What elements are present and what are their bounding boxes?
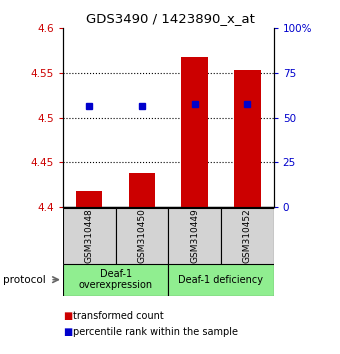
- Text: Deaf-1 deficiency: Deaf-1 deficiency: [178, 275, 264, 285]
- Text: percentile rank within the sample: percentile rank within the sample: [73, 327, 238, 337]
- Bar: [63, 208, 116, 264]
- Text: Deaf-1
overexpression: Deaf-1 overexpression: [79, 269, 153, 291]
- Bar: [76, 191, 102, 207]
- Bar: [168, 264, 274, 296]
- Text: protocol: protocol: [3, 275, 46, 285]
- Bar: [168, 208, 221, 264]
- Bar: [221, 208, 274, 264]
- Text: ■: ■: [63, 327, 72, 337]
- Text: GDS3490 / 1423890_x_at: GDS3490 / 1423890_x_at: [86, 12, 254, 25]
- Bar: [116, 208, 168, 264]
- Bar: [63, 264, 168, 296]
- Bar: [129, 173, 155, 207]
- Text: GSM310449: GSM310449: [190, 209, 199, 263]
- Text: GSM310448: GSM310448: [85, 209, 94, 263]
- Text: GSM310452: GSM310452: [243, 209, 252, 263]
- Text: transformed count: transformed count: [73, 311, 164, 321]
- Text: ■: ■: [63, 311, 72, 321]
- Bar: [182, 57, 208, 207]
- Text: GSM310450: GSM310450: [137, 208, 147, 263]
- Bar: [234, 70, 260, 207]
